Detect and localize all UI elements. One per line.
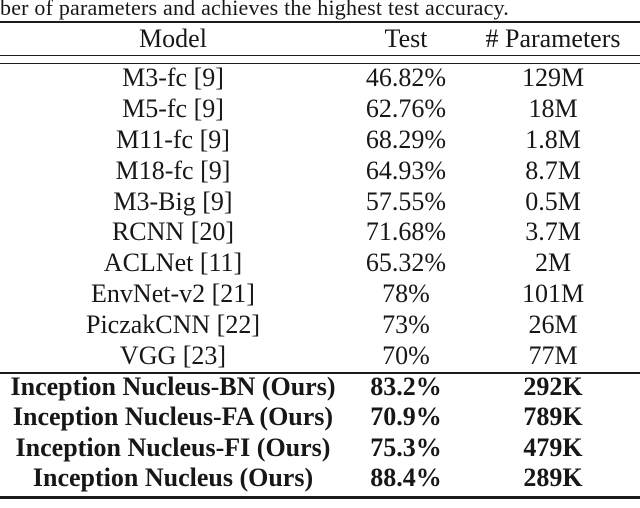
params-cell: 77M [528, 340, 578, 370]
table-row: M3-fc [9] 46.82% 129M [0, 63, 640, 94]
params-cell: 789K [523, 402, 583, 432]
test-cell: 70.9% [370, 402, 442, 432]
test-cell: 65.32% [365, 248, 447, 278]
params-cell: 479K [523, 432, 583, 462]
table-row: M3-Big [9] 57.55% 0.5M [0, 186, 640, 217]
test-cell: 73% [382, 310, 430, 340]
params-cell: 8.7M [525, 155, 581, 185]
model-cell: PiczakCNN [22] [85, 310, 260, 340]
table-row-ours: Inception Nucleus-FA (Ours) 70.9% 789K [0, 402, 640, 433]
table-row: RCNN [20] 71.68% 3.7M [0, 217, 640, 248]
params-cell: 3.7M [525, 217, 581, 247]
model-cell: Inception Nucleus-FA (Ours) [12, 402, 334, 432]
params-cell: 18M [528, 93, 578, 123]
test-cell: 83.2% [370, 371, 442, 401]
model-cell: ACLNet [11] [103, 248, 243, 278]
header-model: Model [139, 23, 207, 53]
bottom-rule [0, 496, 640, 499]
test-cell: 75.3% [370, 432, 442, 462]
table-row-ours: Inception Nucleus (Ours) 88.4% 289K [0, 463, 640, 494]
header-double-rule [0, 54, 640, 65]
test-cell: 57.55% [365, 186, 447, 216]
top-rule [0, 20, 640, 23]
model-cell: EnvNet-v2 [21] [91, 279, 255, 309]
model-cell: M5-fc [9] [122, 93, 224, 123]
table-row: M11-fc [9] 68.29% 1.8M [0, 124, 640, 155]
model-cell: RCNN [20] [111, 217, 235, 247]
test-cell: 46.82% [365, 62, 447, 92]
params-cell: 26M [528, 310, 578, 340]
ours-section-rule [0, 372, 640, 375]
test-cell: 70% [382, 340, 430, 370]
test-cell: 64.93% [365, 155, 447, 185]
model-cell: M3-fc [9] [122, 62, 224, 92]
params-cell: 129M [521, 62, 585, 92]
table-body: M3-fc [9] 46.82% 129M M5-fc [9] 62.76% 1… [0, 63, 640, 494]
caption-container: ber of parameters and achieves the highe… [0, 0, 640, 21]
params-cell: 0.5M [525, 186, 581, 216]
model-cell: M18-fc [9] [115, 155, 231, 185]
table-row-ours: Inception Nucleus-FI (Ours) 75.3% 479K [0, 433, 640, 464]
test-cell: 62.76% [365, 93, 447, 123]
table-row: M5-fc [9] 62.76% 18M [0, 93, 640, 124]
table-row: EnvNet-v2 [21] 78% 101M [0, 279, 640, 310]
model-cell: Inception Nucleus-BN (Ours) [10, 371, 336, 401]
params-cell: 292K [523, 371, 583, 401]
model-cell: VGG [23] [119, 340, 227, 370]
table-row: PiczakCNN [22] 73% 26M [0, 310, 640, 341]
params-cell: 1.8M [525, 124, 581, 154]
table-row-ours: Inception Nucleus-BN (Ours) 83.2% 292K [0, 371, 640, 402]
model-cell: M3-Big [9] [113, 186, 233, 216]
header-parameters: # Parameters [485, 23, 621, 53]
model-cell: Inception Nucleus (Ours) [32, 463, 314, 493]
model-cell: M11-fc [9] [116, 124, 230, 154]
params-cell: 101M [521, 279, 585, 309]
params-cell: 2M [534, 248, 572, 278]
test-cell: 78% [382, 279, 430, 309]
table-row: ACLNet [11] 65.32% 2M [0, 248, 640, 279]
model-cell: Inception Nucleus-FI (Ours) [15, 432, 331, 462]
table-row: VGG [23] 70% 77M [0, 341, 640, 372]
params-cell: 289K [523, 463, 583, 493]
table-row: M18-fc [9] 64.93% 8.7M [0, 155, 640, 186]
header-test: Test [384, 23, 428, 53]
test-cell: 88.4% [370, 463, 442, 493]
table-header-row: Model Test # Parameters [0, 23, 640, 54]
test-cell: 68.29% [365, 124, 447, 154]
test-cell: 71.68% [365, 217, 447, 247]
table-caption: ber of parameters and achieves the highe… [0, 0, 510, 20]
